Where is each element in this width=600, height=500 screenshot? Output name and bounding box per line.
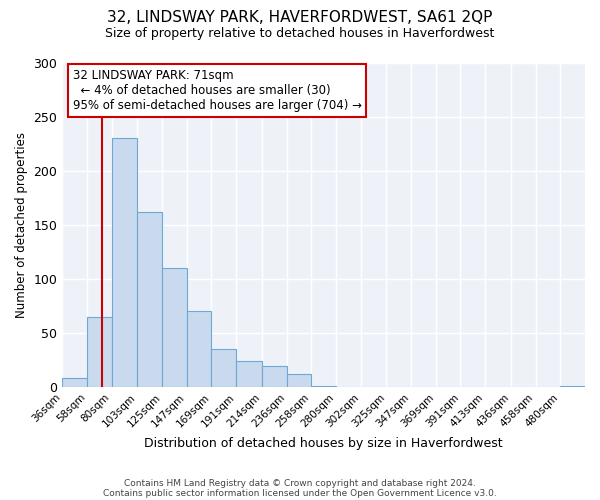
Bar	[162, 268, 187, 387]
Bar	[137, 212, 162, 387]
Bar	[211, 349, 236, 387]
Text: Size of property relative to detached houses in Haverfordwest: Size of property relative to detached ho…	[106, 28, 494, 40]
Text: 32, LINDSWAY PARK, HAVERFORDWEST, SA61 2QP: 32, LINDSWAY PARK, HAVERFORDWEST, SA61 2…	[107, 10, 493, 25]
Bar	[62, 378, 87, 387]
Text: Contains HM Land Registry data © Crown copyright and database right 2024.: Contains HM Land Registry data © Crown c…	[124, 478, 476, 488]
Bar	[287, 374, 311, 387]
Text: 32 LINDSWAY PARK: 71sqm
  ← 4% of detached houses are smaller (30)
95% of semi-d: 32 LINDSWAY PARK: 71sqm ← 4% of detached…	[73, 69, 362, 112]
Bar	[262, 366, 287, 387]
X-axis label: Distribution of detached houses by size in Haverfordwest: Distribution of detached houses by size …	[145, 437, 503, 450]
Y-axis label: Number of detached properties: Number of detached properties	[15, 132, 28, 318]
Text: Contains public sector information licensed under the Open Government Licence v3: Contains public sector information licen…	[103, 488, 497, 498]
Bar	[311, 386, 336, 387]
Bar	[187, 311, 211, 387]
Bar	[87, 316, 112, 387]
Bar	[236, 361, 262, 387]
Bar	[560, 386, 585, 387]
Bar	[112, 138, 137, 387]
